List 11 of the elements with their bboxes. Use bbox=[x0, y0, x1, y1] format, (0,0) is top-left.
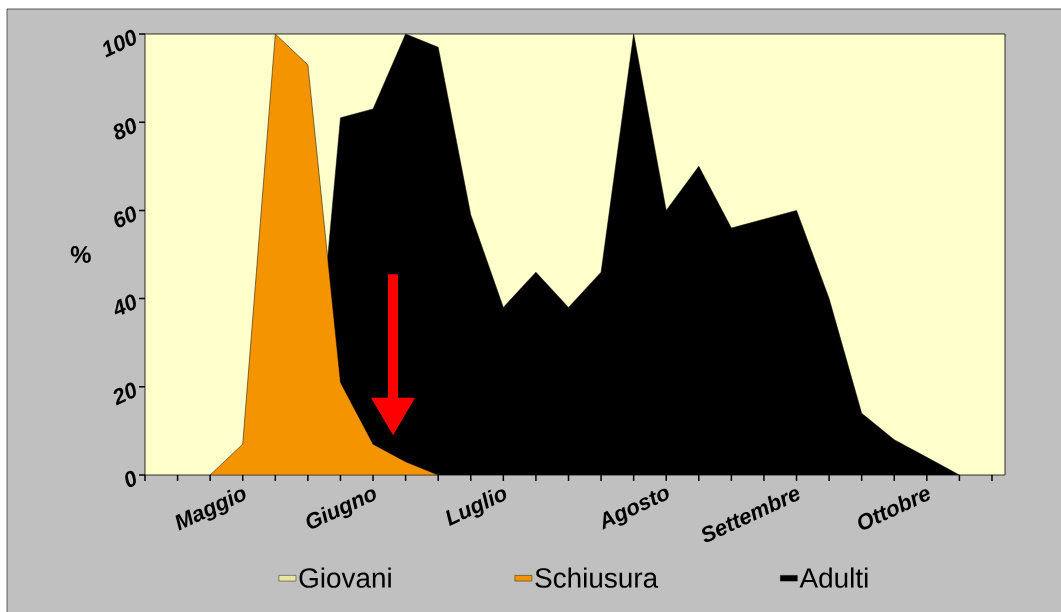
y-tick-label: 20 bbox=[113, 382, 136, 406]
y-tick-label: 40 bbox=[114, 294, 136, 315]
legend-label: Giovani bbox=[299, 567, 391, 588]
y-axis-title: % bbox=[70, 246, 91, 263]
y-tick-label: 100 bbox=[103, 29, 136, 58]
y-tick-label: 0 bbox=[125, 470, 136, 488]
legend-label: Adulti bbox=[799, 567, 868, 588]
legend-label: Schiusura bbox=[535, 567, 659, 588]
y-tick-label: 60 bbox=[114, 206, 136, 228]
x-tick-label: Luglio bbox=[446, 489, 507, 526]
y-tick-label: 80 bbox=[113, 118, 136, 140]
